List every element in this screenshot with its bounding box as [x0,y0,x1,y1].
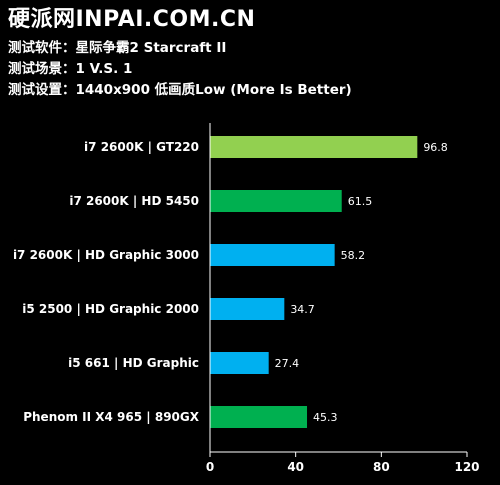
bar [210,298,285,320]
value-label: 96.8 [423,141,448,154]
category-label: i7 2600K | HD Graphic 3000 [13,248,199,262]
x-tick-label: 80 [373,460,390,474]
test-software-line: 测试软件：星际争霸2 Starcraft II [8,40,227,56]
value-label: 27.4 [275,357,300,370]
category-label: i5 2500 | HD Graphic 2000 [22,302,199,316]
category-label: i7 2600K | GT220 [84,140,199,154]
bar [210,406,308,428]
test-settings-line: 测试设置：1440x900 低画质Low (More Is Better) [8,82,352,98]
category-label: i7 2600K | HD 5450 [69,194,199,208]
category-label: i5 661 | HD Graphic [68,356,199,370]
x-tick-label: 0 [206,460,214,474]
bar [210,352,269,374]
value-label: 45.3 [313,411,338,424]
bar [210,190,342,212]
bar [210,244,335,266]
value-label: 58.2 [341,249,366,262]
x-tick-label: 40 [287,460,304,474]
site-title: 硬派网INPAI.COM.CN [8,7,256,32]
x-tick-label: 120 [454,460,479,474]
test-scene-line: 测试场景：1 V.S. 1 [8,61,133,77]
header: 硬派网INPAI.COM.CN 测试软件：星际争霸2 Starcraft II … [8,6,492,101]
value-label: 34.7 [290,303,315,316]
bar [210,136,418,158]
value-label: 61.5 [348,195,373,208]
category-label: Phenom II X4 965 | 890GX [23,410,200,424]
